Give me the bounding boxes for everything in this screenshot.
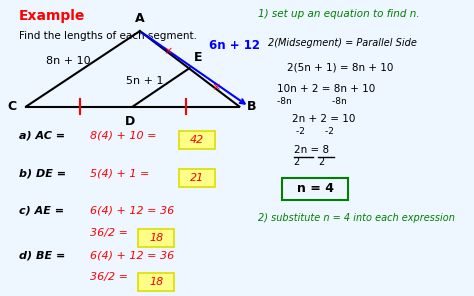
Text: 36/2 =: 36/2 = (90, 272, 132, 282)
Text: 36/2 =: 36/2 = (90, 228, 132, 238)
Text: ×: × (211, 82, 220, 92)
Text: C: C (8, 100, 17, 113)
Text: 18: 18 (149, 277, 164, 287)
Text: 1) set up an equation to find n.: 1) set up an equation to find n. (258, 9, 420, 19)
Text: 2      2: 2 2 (294, 157, 325, 167)
Text: 2n = 8: 2n = 8 (294, 145, 329, 155)
Text: -8n              -8n: -8n -8n (277, 97, 347, 106)
Text: 2(5n + 1) = 8n + 10: 2(5n + 1) = 8n + 10 (287, 62, 393, 72)
Text: 6(4) + 12 = 36: 6(4) + 12 = 36 (90, 206, 174, 216)
FancyBboxPatch shape (138, 229, 174, 247)
Text: E: E (193, 51, 202, 64)
Text: b) DE =: b) DE = (19, 169, 66, 179)
Text: 8(4) + 10 =: 8(4) + 10 = (90, 130, 160, 140)
Text: ×: × (164, 47, 173, 57)
Text: 2(Midsegment) = Parallel Side: 2(Midsegment) = Parallel Side (268, 38, 417, 49)
Text: B: B (246, 100, 256, 113)
Text: c) AE =: c) AE = (19, 206, 64, 216)
Text: 21: 21 (190, 173, 204, 183)
Text: 5n + 1: 5n + 1 (126, 76, 164, 86)
Text: 42: 42 (190, 135, 204, 145)
Text: Example: Example (19, 9, 85, 23)
Text: 8n + 10: 8n + 10 (46, 56, 91, 66)
Text: 2) substitute n = 4 into each expression: 2) substitute n = 4 into each expression (258, 213, 455, 223)
Text: A: A (135, 12, 145, 25)
Text: Find the lengths of each segment.: Find the lengths of each segment. (19, 31, 197, 41)
Text: D: D (125, 115, 136, 128)
Text: 2n + 2 = 10: 2n + 2 = 10 (292, 114, 355, 124)
Text: 6(4) + 12 = 36: 6(4) + 12 = 36 (90, 250, 174, 260)
Text: -2       -2: -2 -2 (296, 127, 334, 136)
Text: 10n + 2 = 8n + 10: 10n + 2 = 8n + 10 (277, 84, 375, 94)
Text: 18: 18 (149, 233, 164, 242)
Text: 5(4) + 1 =: 5(4) + 1 = (90, 169, 153, 179)
FancyBboxPatch shape (282, 178, 348, 200)
Text: 6n + 12: 6n + 12 (209, 39, 260, 52)
Text: n = 4: n = 4 (297, 182, 334, 195)
FancyBboxPatch shape (138, 273, 174, 291)
FancyBboxPatch shape (179, 169, 215, 187)
FancyBboxPatch shape (179, 131, 215, 149)
Text: d) BE =: d) BE = (19, 250, 65, 260)
Text: a) AC =: a) AC = (19, 130, 65, 140)
